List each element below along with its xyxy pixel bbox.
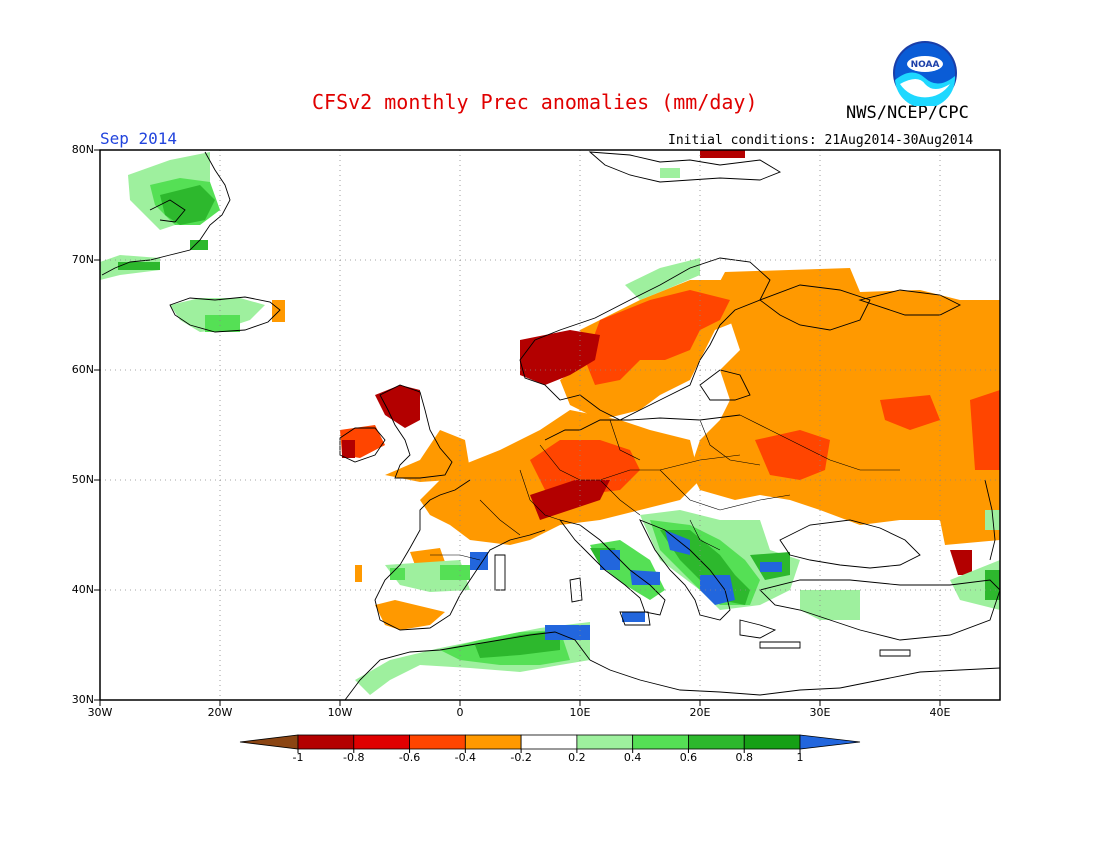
anomaly-region-orange-iberia-coast: [355, 548, 445, 582]
anomaly-region-darkgreen-greenland-south: [118, 262, 160, 270]
anomaly-fields: [100, 150, 1000, 695]
country-borders: [430, 414, 900, 561]
colorbar-segment: [799, 734, 861, 750]
svg-text:NOAA: NOAA: [911, 60, 940, 70]
colorbar-label: 0.2: [568, 751, 586, 764]
colorbar-segment: [743, 734, 801, 750]
colorbar-segment: [239, 734, 299, 750]
noaa-logo-icon: NOAA: [893, 41, 957, 106]
anomaly-region-green-iceland: [205, 315, 240, 332]
anomaly-region-blue-sardinia: [470, 552, 488, 570]
anomaly-region-darkred-norway: [520, 330, 600, 385]
map-title: CFSv2 monthly Prec anomalies (mm/day): [312, 90, 758, 114]
colorbar-label: 0.6: [679, 751, 698, 764]
anomaly-region-redorange-ukraine: [755, 430, 830, 480]
colorbar-segment: [464, 734, 522, 750]
colorbar-segment: [576, 734, 634, 750]
colorbar-label: -0.4: [454, 751, 477, 764]
lat-tick-label: 50N: [71, 473, 94, 486]
anomaly-region-darkred-ireland: [342, 440, 355, 458]
lon-tick-label: 20E: [689, 706, 711, 719]
lon-tick-label: 0: [456, 706, 464, 719]
colorbar: [239, 734, 861, 753]
anomaly-region-orange-east: [690, 268, 1000, 545]
colorbar-label: 0.4: [623, 751, 642, 764]
colorbar-label: -1: [292, 751, 304, 764]
colorbar-segment: [688, 734, 745, 750]
anomaly-region-darkred-turkey: [950, 550, 972, 575]
axis-ticks: [94, 149, 941, 706]
anomaly-region-darkred-svalbard: [700, 150, 745, 158]
anomaly-region-blue-sicily: [622, 612, 645, 622]
map-frame: [99, 149, 1001, 701]
colorbar-label: 1: [796, 751, 804, 764]
lon-tick-label: 10W: [327, 706, 353, 719]
lon-tick-label: 30W: [87, 706, 113, 719]
anomaly-region-redorange-scandi: [585, 290, 730, 385]
lat-tick-label: 60N: [71, 363, 94, 376]
colorbar-label: -0.6: [398, 751, 421, 764]
anomaly-region-orange-uk: [385, 430, 470, 482]
anomaly-region-green-iberia: [390, 565, 470, 580]
anomaly-region-redorange-germany: [530, 440, 640, 495]
organization-label: NWS/NCEP/CPC: [846, 103, 969, 123]
anomaly-region-blue-balkans: [665, 530, 690, 555]
anomaly-region-lightgreen-arctic: [625, 168, 700, 300]
anomaly-region-darkgreen-east: [985, 570, 1000, 600]
lon-tick-label: 20W: [207, 706, 233, 719]
anomaly-region-orange-iberia: [375, 600, 445, 630]
anomaly-region-blue-italy-south: [630, 570, 660, 585]
coastlines: [101, 151, 1001, 701]
forecast-month-label: Sep 2014: [100, 129, 178, 148]
colorbar-segment: [520, 734, 578, 750]
colorbar-segment: [353, 734, 410, 750]
colorbar-label: 0.8: [735, 751, 753, 764]
anomaly-region-blue-greece-east: [760, 562, 782, 572]
anomaly-region-darkred-scotland: [375, 385, 420, 428]
colorbar-label: -0.2: [510, 751, 532, 764]
colorbar-label: -0.8: [343, 751, 365, 764]
anomaly-region-darkgreen-nafrica: [475, 630, 560, 658]
anomaly-region-lightgreen-turkey: [800, 590, 860, 620]
lon-tick-label: 10E: [569, 706, 591, 719]
colorbar-segment: [632, 734, 689, 750]
lon-tick-label: 40E: [929, 706, 951, 719]
lat-tick-label: 70N: [71, 253, 94, 266]
colorbar-segment: [409, 734, 466, 750]
anomaly-region-redorange-east-edge: [970, 390, 1000, 470]
lat-tick-label: 40N: [71, 583, 94, 596]
anomaly-region-darkgreen-greenland: [160, 185, 215, 250]
initial-conditions-label: Initial conditions: 21Aug2014-30Aug2014: [668, 133, 974, 148]
anomaly-region-redorange-ne: [880, 395, 940, 430]
lon-tick-label: 30E: [809, 706, 831, 719]
anomaly-region-blue-greece: [700, 575, 735, 605]
anomaly-region-blue-tunisia: [545, 625, 590, 640]
lat-tick-label: 80N: [71, 143, 94, 156]
lat-tick-label: 30N: [71, 693, 94, 706]
gridlines: [100, 150, 1000, 700]
anomaly-region-blue-italy: [600, 550, 620, 570]
colorbar-segment: [297, 734, 355, 750]
anomaly-region-darkred-alps: [530, 480, 610, 520]
